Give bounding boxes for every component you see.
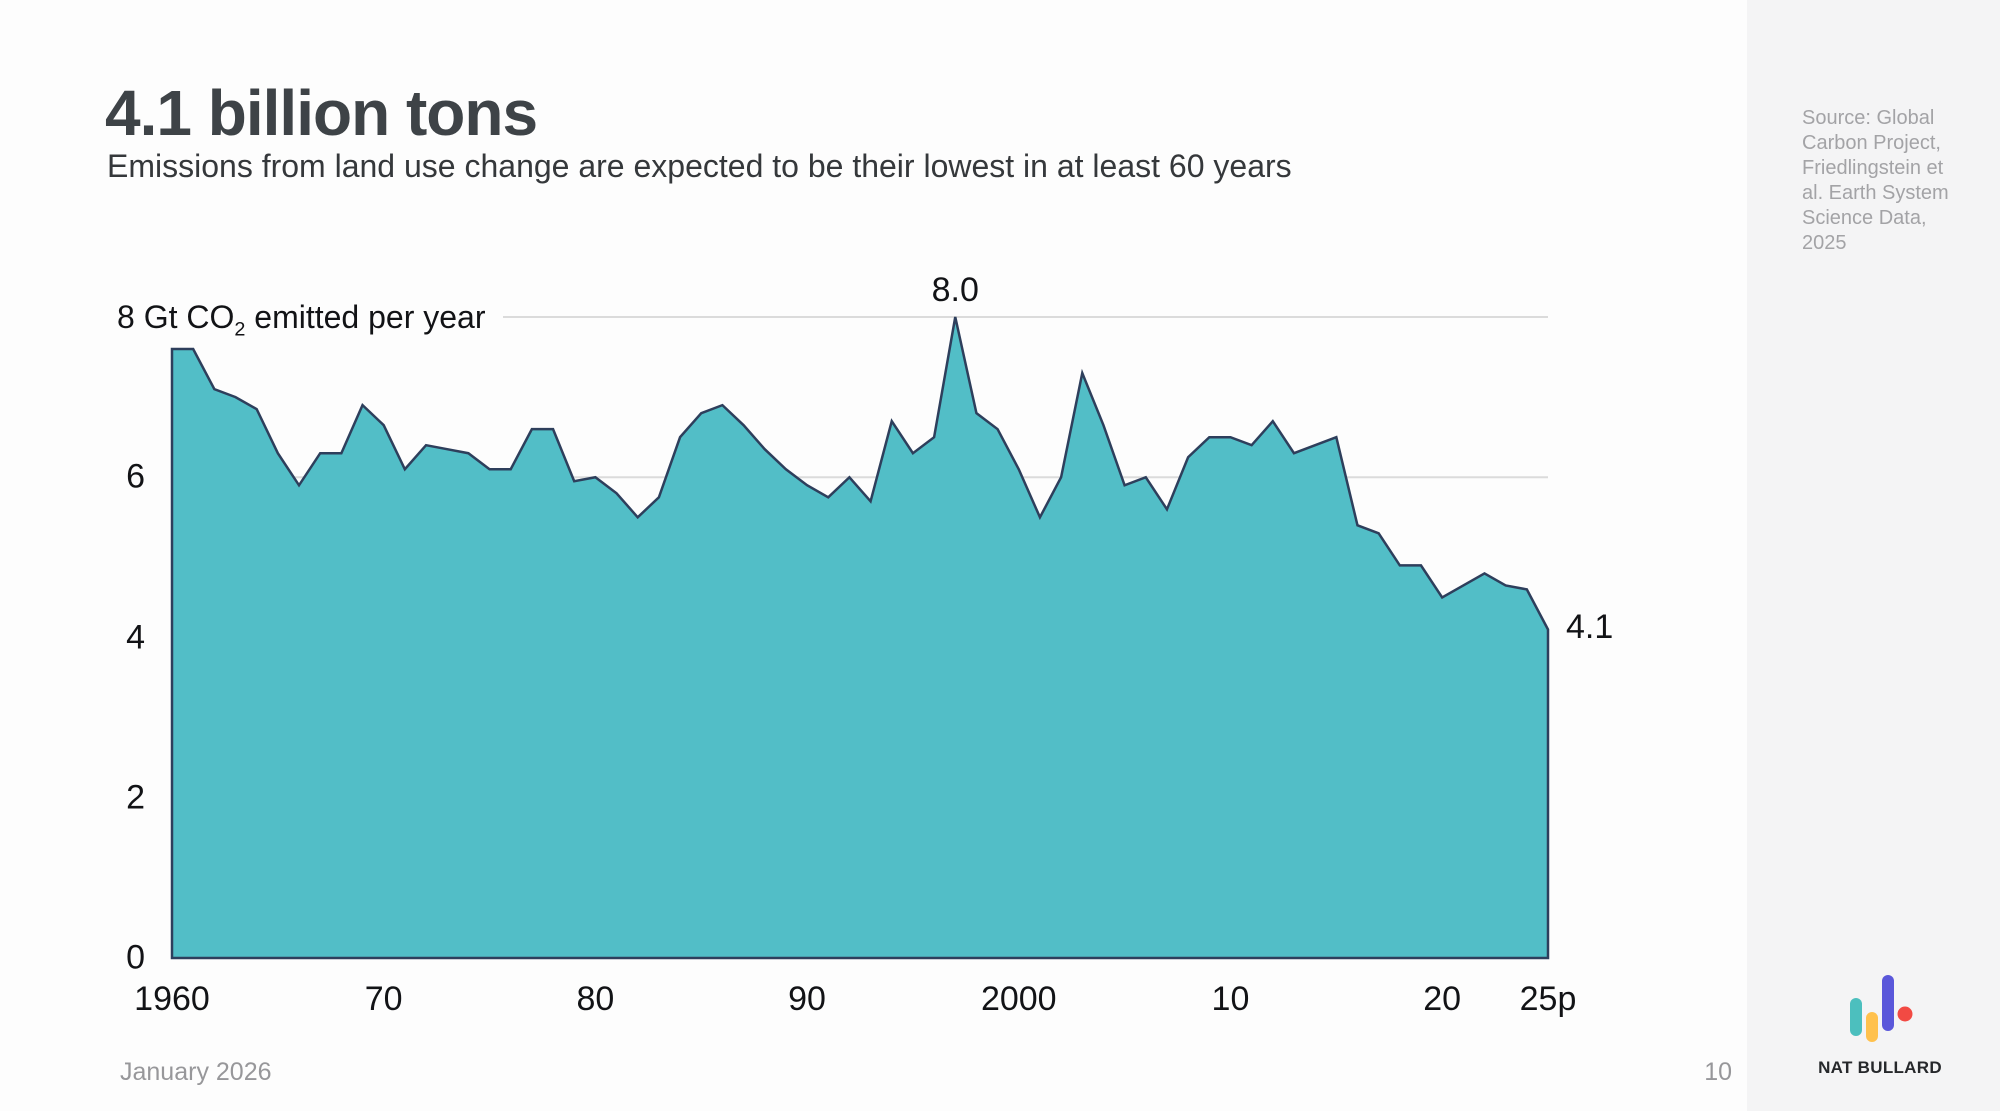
y-tick-label: 0	[126, 938, 145, 977]
x-tick-label: 2000	[980, 980, 1057, 1018]
page-subtitle: Emissions from land use change are expec…	[107, 148, 1292, 184]
y-tick-label: 4	[126, 618, 145, 656]
x-tick-label: 80	[576, 980, 615, 1018]
y-axis-label-subscript: 2	[234, 318, 246, 341]
x-tick-label: 10	[1211, 980, 1250, 1018]
y-axis-label-pre: 8 Gt CO	[117, 299, 235, 335]
end-value-label: 4.1	[1566, 608, 1614, 647]
nat-bullard-logo-icon	[1850, 975, 1913, 1042]
x-tick-label: 25p	[1519, 980, 1577, 1018]
y-axis-label-post: emitted per year	[245, 299, 486, 335]
y-axis-top-label: 8 Gt CO2 emitted per year	[117, 299, 486, 341]
x-tick-label: 70	[364, 980, 403, 1018]
x-tick-label: 1960	[134, 980, 210, 1018]
logo-wordmark: NAT BULLARD	[1818, 1058, 1942, 1077]
y-tick-label: 6	[126, 457, 145, 496]
footer-date: January 2026	[120, 1058, 272, 1086]
peak-value-label: 8.0	[931, 271, 979, 309]
emissions-area-series	[170, 316, 1550, 960]
page-number: 10	[1704, 1058, 1732, 1086]
page-title: 4.1 billion tons	[105, 77, 538, 149]
source-note: Source: Global Carbon Project, Friedling…	[1802, 107, 1949, 254]
x-tick-label: 90	[788, 980, 826, 1018]
sidebar: Source: Global Carbon Project, Friedling…	[1747, 0, 2000, 1111]
y-tick-label: 2	[126, 778, 145, 817]
x-tick-label: 20	[1423, 980, 1462, 1018]
